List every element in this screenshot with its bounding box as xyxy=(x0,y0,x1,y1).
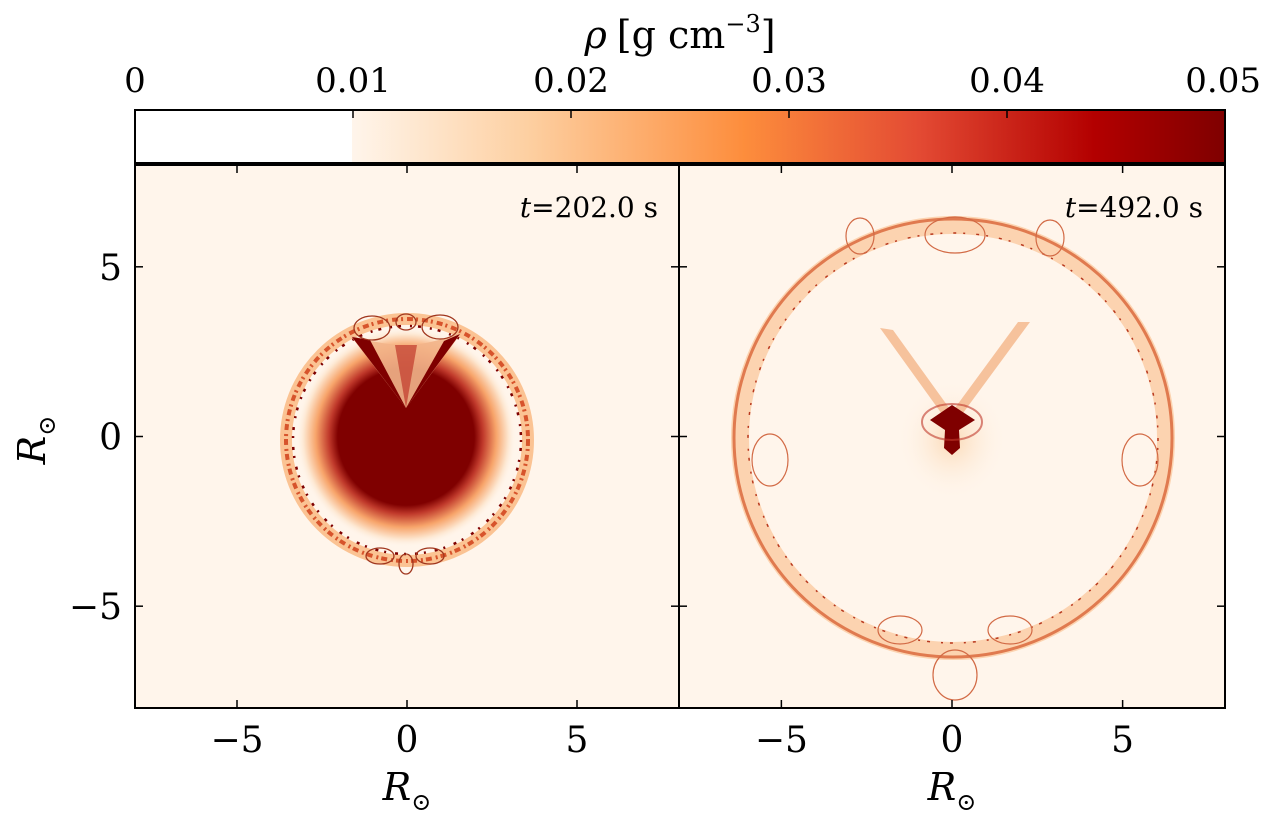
core-halo xyxy=(296,327,516,547)
colorbar-frame xyxy=(134,109,1226,164)
x-tick-label: 0 xyxy=(396,720,419,761)
x-tick-label: −5 xyxy=(755,720,808,761)
y-axis-label: R⊙ xyxy=(10,416,61,466)
shell-ring xyxy=(732,217,1174,659)
x-axis-label-right: R⊙ xyxy=(927,765,977,816)
shell-ring xyxy=(284,317,530,563)
shell-inner-clumps xyxy=(747,232,1159,644)
jet-left xyxy=(880,328,952,428)
x-tick-label: 0 xyxy=(941,720,964,761)
colorbar-tick-label: 0.03 xyxy=(751,61,827,101)
jet-left xyxy=(352,337,406,408)
x-tick-label: 5 xyxy=(1111,720,1134,761)
shell-inner-clumps xyxy=(291,324,523,556)
colorbar-gradient xyxy=(352,110,1225,163)
shell-bubbles xyxy=(751,216,1159,701)
panel-2-time-label: t=492.0 s xyxy=(1065,191,1203,224)
colorbar-tick-label: 0.02 xyxy=(533,61,609,101)
colorbar-tick-label: 0.05 xyxy=(1185,61,1261,101)
shell-bubbles-top xyxy=(353,313,459,341)
x-tick-label: 5 xyxy=(566,720,589,761)
panel-1-time-label: t=202.0 s xyxy=(520,191,658,224)
x-axis-label-left: R⊙ xyxy=(382,765,432,816)
panel-t-202 xyxy=(135,165,679,708)
shell-outer-glow xyxy=(731,216,1175,660)
colorbar-label: ρ [g cm−3] xyxy=(583,10,775,57)
y-tick-label: 0 xyxy=(99,418,122,459)
colorbar: ρ [g cm−3] 0 0.01 0.02 0.03 0.04 0.05 xyxy=(124,10,1261,164)
colorbar-tick-label: 0.04 xyxy=(969,61,1045,101)
colorbar-tick-label: 0.01 xyxy=(315,61,391,101)
central-knot-edge xyxy=(921,403,983,441)
x-tick-label: −5 xyxy=(210,720,263,761)
y-tick-label: −5 xyxy=(69,587,122,628)
y-tick-label: 5 xyxy=(99,248,122,289)
jet-center xyxy=(395,345,417,408)
shell-bubbles-bottom xyxy=(365,547,445,575)
jet-right xyxy=(406,334,460,408)
jet-right xyxy=(952,322,1030,428)
colorbar-tick-label: 0 xyxy=(124,61,146,101)
colorbar-white-segment xyxy=(135,110,352,163)
panel-t-492 xyxy=(679,165,1225,708)
central-knot xyxy=(930,405,975,455)
